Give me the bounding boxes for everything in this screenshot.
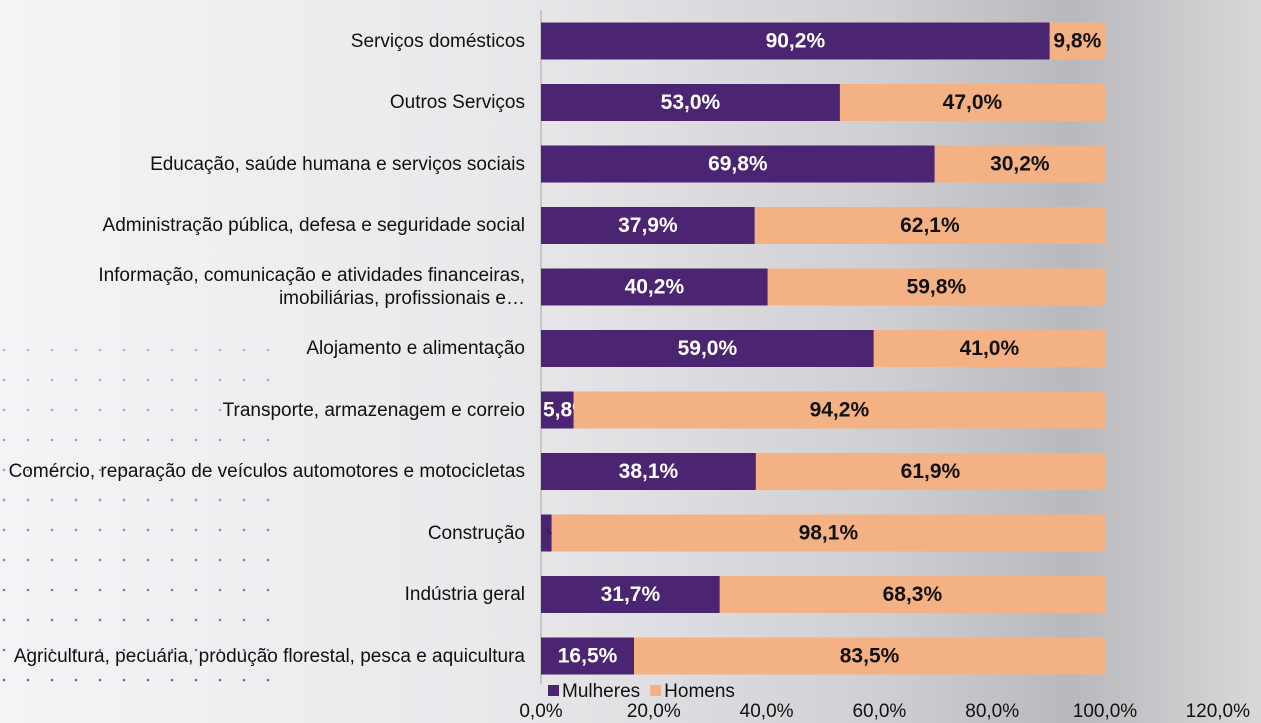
- category-label: Outros Serviços: [0, 72, 525, 133]
- value-label: 9,8%: [1053, 30, 1101, 53]
- x-tick-label: 0,0%: [519, 701, 562, 722]
- x-tick-label: 60,0%: [852, 701, 906, 722]
- category-label: Educação, saúde humana e serviços sociai…: [0, 134, 525, 195]
- category-label: Construção: [0, 503, 525, 564]
- value-label: 40,2%: [625, 276, 685, 299]
- value-label: 98,1%: [799, 522, 859, 545]
- value-label: 31,7%: [601, 583, 661, 606]
- x-tick-label: 120,0%: [1186, 701, 1251, 722]
- value-label: 41,0%: [960, 337, 1020, 360]
- category-label: Alojamento e alimentação: [0, 318, 525, 379]
- x-tick-label: 40,0%: [740, 701, 794, 722]
- x-tick-label: 100,0%: [1073, 701, 1138, 722]
- value-label: 37,9%: [618, 214, 678, 237]
- category-label: Serviços domésticos: [0, 11, 525, 72]
- value-label: 62,1%: [900, 214, 960, 237]
- category-label: Indústria geral: [0, 564, 525, 625]
- value-label: 83,5%: [840, 645, 900, 668]
- x-tick-label: 80,0%: [965, 701, 1019, 722]
- value-label: 30,2%: [990, 153, 1050, 176]
- value-label: 94,2%: [810, 399, 870, 422]
- value-label: 61,9%: [901, 460, 961, 483]
- category-label: Administração pública, defesa e segurida…: [0, 195, 525, 256]
- value-label: 59,0%: [678, 337, 738, 360]
- legend-swatch: [548, 685, 559, 696]
- category-label: Agricultura, pecuária, produção floresta…: [0, 626, 525, 687]
- legend-swatch: [650, 685, 661, 696]
- value-label: 53,0%: [661, 91, 721, 114]
- value-label: 59,8%: [907, 276, 967, 299]
- value-label: 68,3%: [883, 583, 943, 606]
- value-label: 16,5%: [558, 645, 618, 668]
- value-label: 90,2%: [766, 30, 826, 53]
- page: 0,0% 20,0% 40,0% 60,0% 80,0% 100,0% 120,0% 90,2…: [0, 0, 1261, 723]
- category-label: Informação, comunicação e atividades fin…: [0, 257, 525, 318]
- x-tick-label: 20,0%: [627, 701, 681, 722]
- legend-label: Mulheres: [562, 681, 640, 702]
- value-label: 38,1%: [619, 460, 679, 483]
- legend-label: Homens: [664, 681, 735, 702]
- category-label: Transporte, armazenagem e correio: [0, 380, 525, 441]
- category-label: Comércio, reparação de veículos automoto…: [0, 441, 525, 502]
- value-label: 69,8%: [708, 153, 768, 176]
- value-label: 47,0%: [943, 91, 1003, 114]
